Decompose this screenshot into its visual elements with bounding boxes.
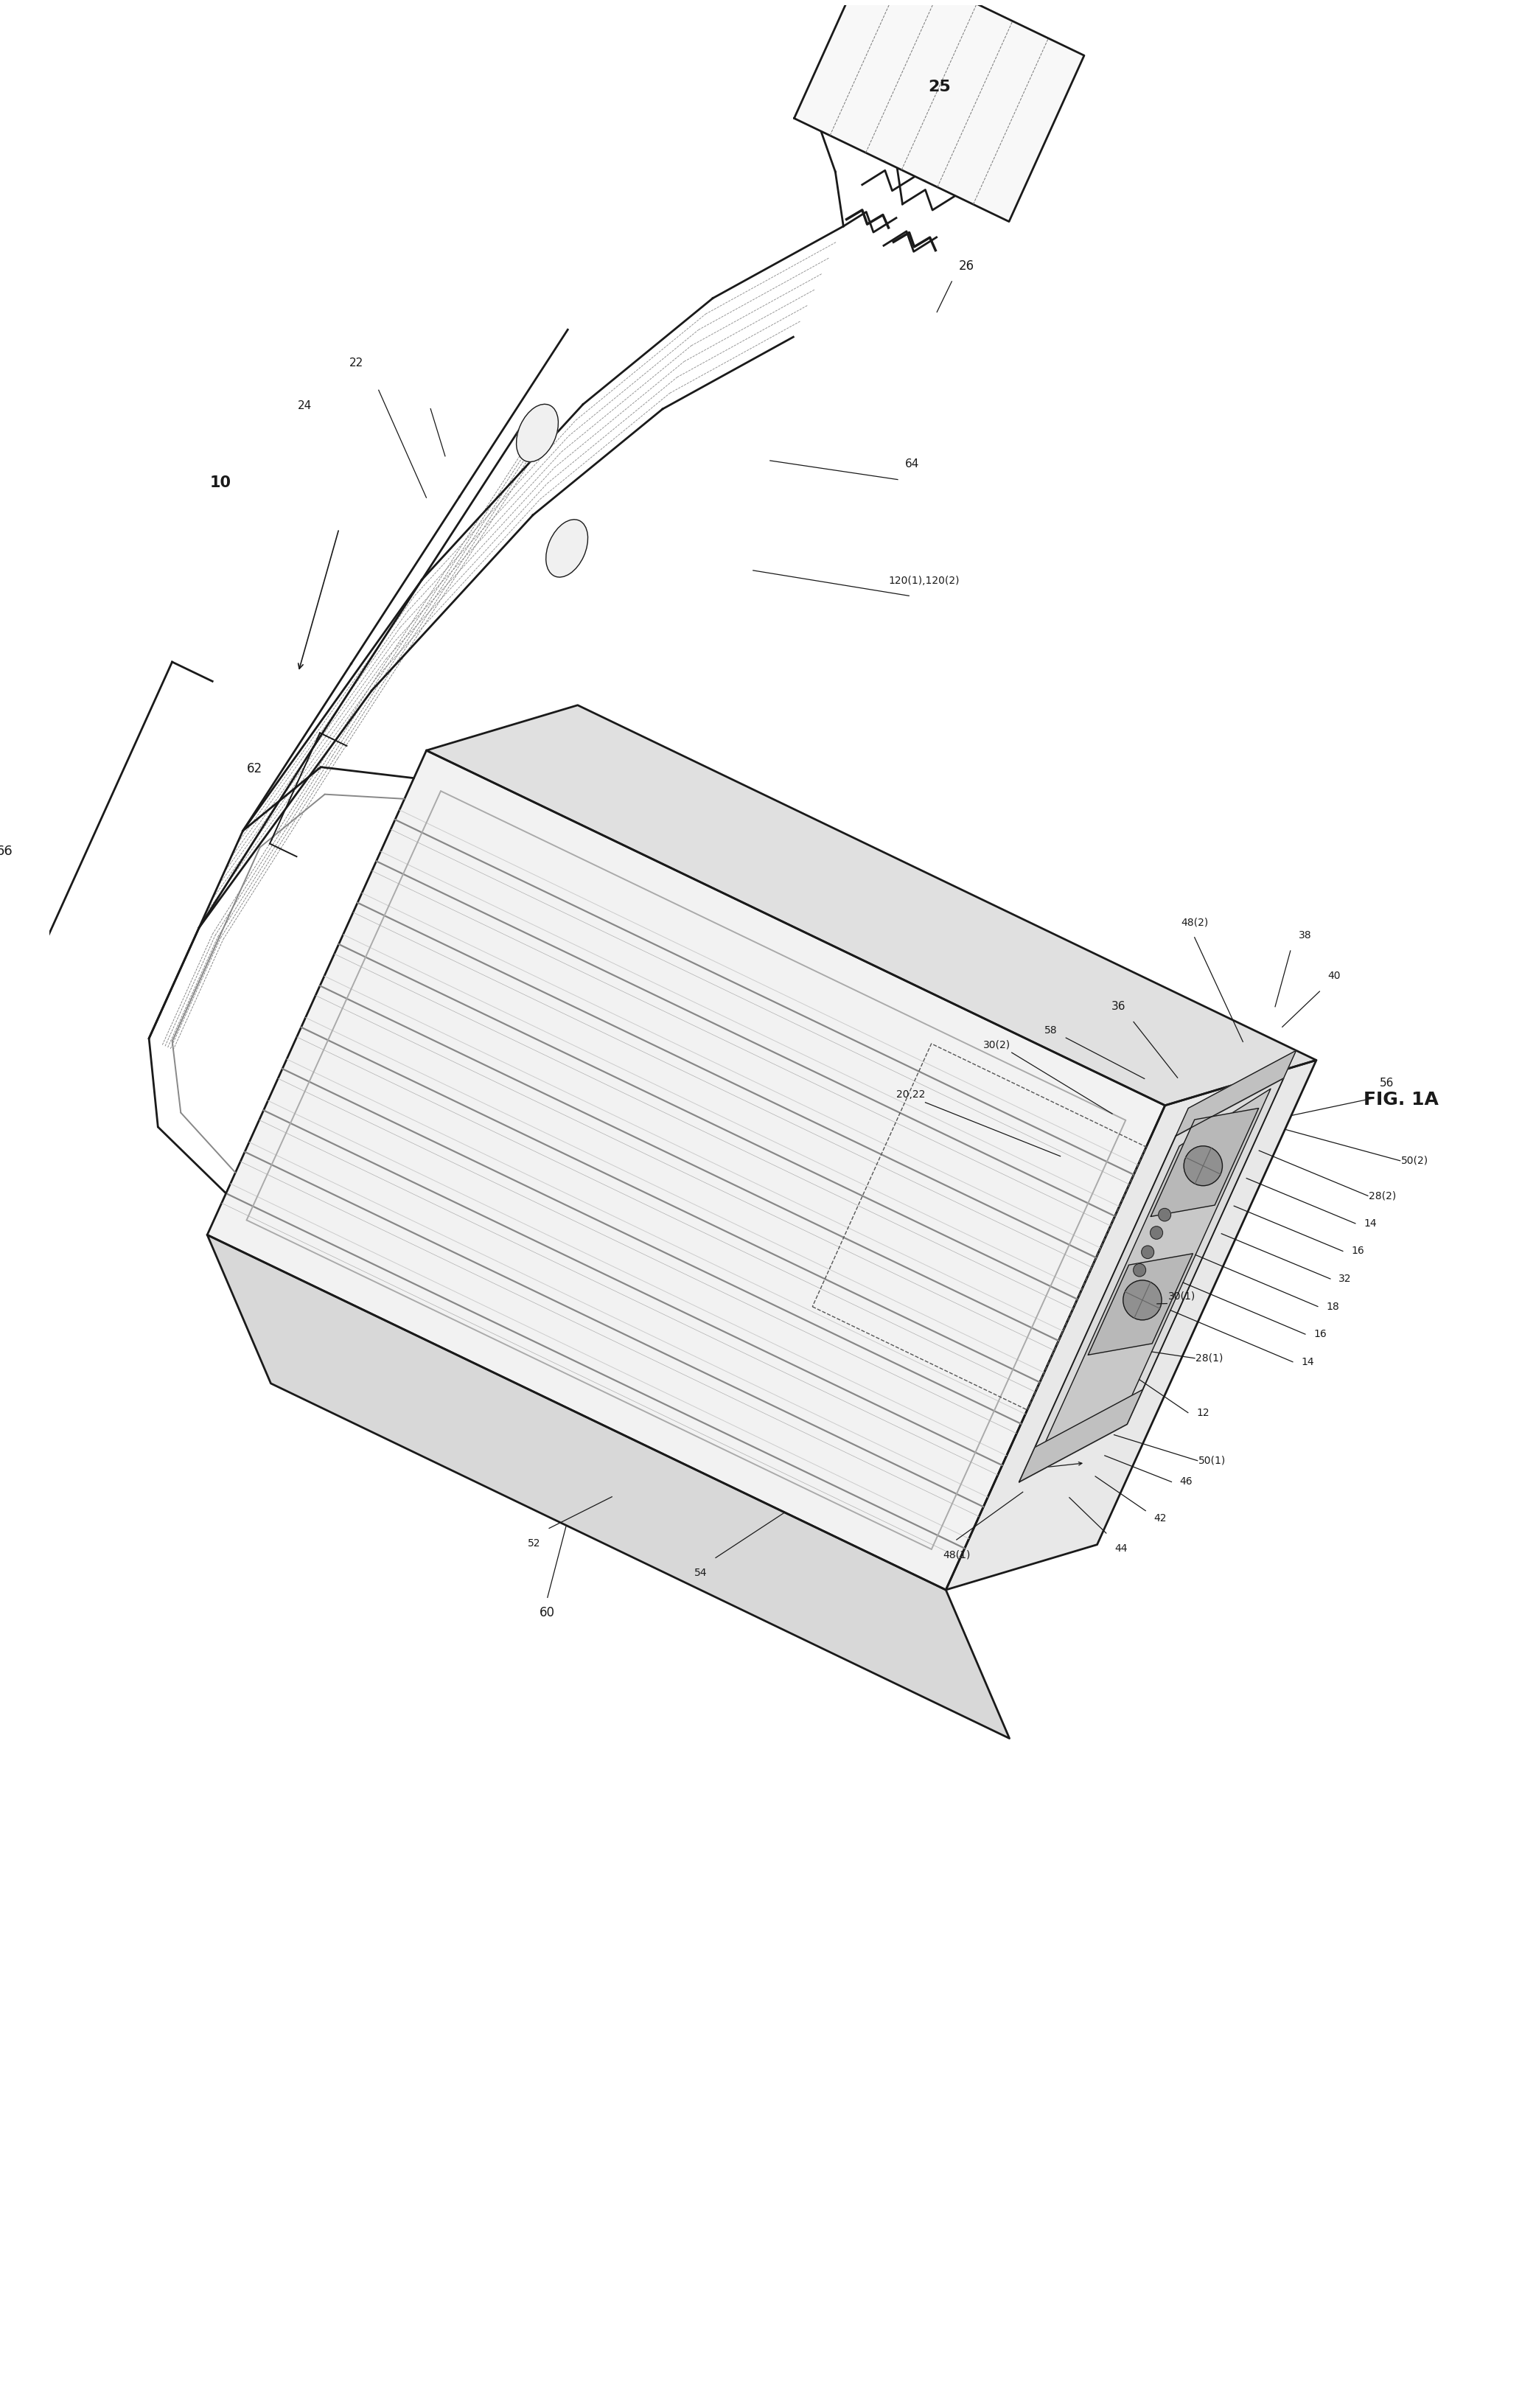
Polygon shape [427, 706, 1316, 1105]
Text: 56: 56 [1379, 1079, 1395, 1088]
Text: 38: 38 [1299, 929, 1312, 942]
Text: 44: 44 [1115, 1544, 1127, 1553]
Text: 10: 10 [210, 474, 230, 491]
Circle shape [1158, 1209, 1170, 1221]
Text: 52: 52 [528, 1539, 541, 1548]
Text: 36: 36 [1112, 1002, 1126, 1011]
Text: 50(1): 50(1) [1198, 1454, 1226, 1466]
Text: 16: 16 [1352, 1245, 1364, 1257]
Text: 28(2): 28(2) [1369, 1190, 1396, 1202]
Circle shape [1123, 1281, 1161, 1320]
Text: 22: 22 [349, 356, 364, 368]
Text: 16: 16 [1313, 1329, 1327, 1339]
Text: 28(1): 28(1) [1197, 1353, 1223, 1363]
Text: 60: 60 [539, 1606, 554, 1618]
Text: 32: 32 [1339, 1274, 1352, 1283]
Text: 50(2): 50(2) [1401, 1156, 1428, 1165]
Text: 66: 66 [0, 845, 14, 857]
Ellipse shape [545, 520, 588, 578]
Text: 12: 12 [1197, 1409, 1209, 1418]
Text: 54: 54 [694, 1568, 707, 1577]
Text: 30(1): 30(1) [1167, 1291, 1195, 1300]
Text: 14: 14 [1364, 1218, 1376, 1228]
Polygon shape [1175, 1050, 1296, 1137]
Text: FIG. 1A: FIG. 1A [1364, 1091, 1439, 1108]
Text: 120(1),120(2): 120(1),120(2) [888, 576, 960, 585]
Text: 24: 24 [298, 400, 312, 412]
Circle shape [1141, 1245, 1154, 1259]
Text: 40: 40 [1329, 970, 1341, 982]
Text: 30(2): 30(2) [983, 1040, 1011, 1050]
Text: 26: 26 [958, 260, 974, 272]
Circle shape [1150, 1226, 1163, 1240]
Text: 46: 46 [1180, 1476, 1193, 1488]
Polygon shape [946, 1060, 1316, 1589]
Polygon shape [207, 751, 1164, 1589]
Text: 20,22: 20,22 [895, 1091, 925, 1100]
Ellipse shape [516, 405, 558, 462]
Text: 14: 14 [1301, 1356, 1313, 1368]
Circle shape [1134, 1264, 1146, 1276]
Polygon shape [1087, 1255, 1193, 1356]
Polygon shape [207, 1235, 1009, 1739]
Text: 18: 18 [1326, 1300, 1339, 1312]
Text: 64: 64 [905, 460, 920, 470]
Polygon shape [1150, 1108, 1258, 1216]
Text: 25: 25 [928, 79, 951, 94]
Text: 48(2): 48(2) [1181, 917, 1209, 927]
Text: 48(1): 48(1) [943, 1551, 971, 1560]
Polygon shape [794, 0, 1084, 222]
Polygon shape [1032, 1088, 1270, 1471]
Text: 62: 62 [247, 763, 263, 775]
Polygon shape [1020, 1389, 1143, 1481]
Text: 42: 42 [1154, 1512, 1167, 1524]
Circle shape [1184, 1146, 1223, 1185]
Polygon shape [1020, 1079, 1284, 1481]
Text: 58: 58 [1044, 1026, 1058, 1035]
